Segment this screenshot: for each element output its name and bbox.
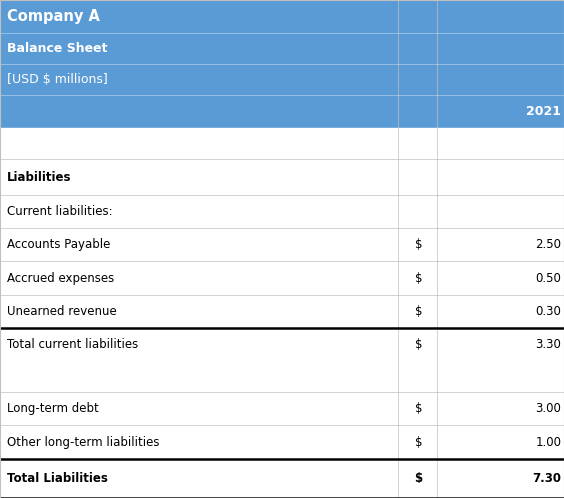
Text: 7.30: 7.30 — [532, 472, 561, 485]
Text: $: $ — [415, 338, 422, 351]
Text: $: $ — [415, 239, 422, 251]
Text: $: $ — [415, 402, 422, 415]
Text: 3.30: 3.30 — [535, 338, 561, 351]
Bar — [0, 295, 564, 328]
Bar — [0, 195, 564, 228]
Text: Accounts Payable: Accounts Payable — [7, 239, 110, 251]
Bar — [0, 261, 564, 295]
Text: Total Liabilities: Total Liabilities — [7, 472, 108, 485]
Bar — [0, 392, 564, 425]
Text: $: $ — [415, 436, 422, 449]
Text: Balance Sheet: Balance Sheet — [7, 42, 107, 55]
Text: 0.50: 0.50 — [535, 271, 561, 285]
Text: 2021: 2021 — [526, 105, 561, 118]
Text: Current liabilities:: Current liabilities: — [7, 205, 112, 218]
Bar — [0, 328, 564, 362]
Text: 0.30: 0.30 — [535, 305, 561, 318]
Bar — [0, 128, 564, 159]
Text: Total current liabilities: Total current liabilities — [7, 338, 138, 351]
Text: Other long-term liabilities: Other long-term liabilities — [7, 436, 159, 449]
Text: $: $ — [415, 305, 422, 318]
Text: $: $ — [415, 472, 422, 485]
Text: Unearned revenue: Unearned revenue — [7, 305, 117, 318]
Text: Company A: Company A — [7, 9, 100, 24]
Text: Accrued expenses: Accrued expenses — [7, 271, 114, 285]
Text: [USD $ millions]: [USD $ millions] — [7, 73, 108, 86]
Bar — [0, 95, 564, 128]
Text: 3.00: 3.00 — [535, 402, 561, 415]
Text: $: $ — [415, 271, 422, 285]
Bar — [0, 159, 564, 195]
Bar — [0, 64, 564, 95]
Bar — [0, 228, 564, 261]
Text: 1.00: 1.00 — [535, 436, 561, 449]
Text: Liabilities: Liabilities — [7, 171, 71, 184]
Bar — [0, 33, 564, 64]
Bar — [0, 459, 564, 498]
Bar — [0, 362, 564, 392]
Text: 2.50: 2.50 — [535, 239, 561, 251]
Text: Long-term debt: Long-term debt — [7, 402, 99, 415]
Bar — [0, 425, 564, 459]
Bar — [0, 0, 564, 33]
